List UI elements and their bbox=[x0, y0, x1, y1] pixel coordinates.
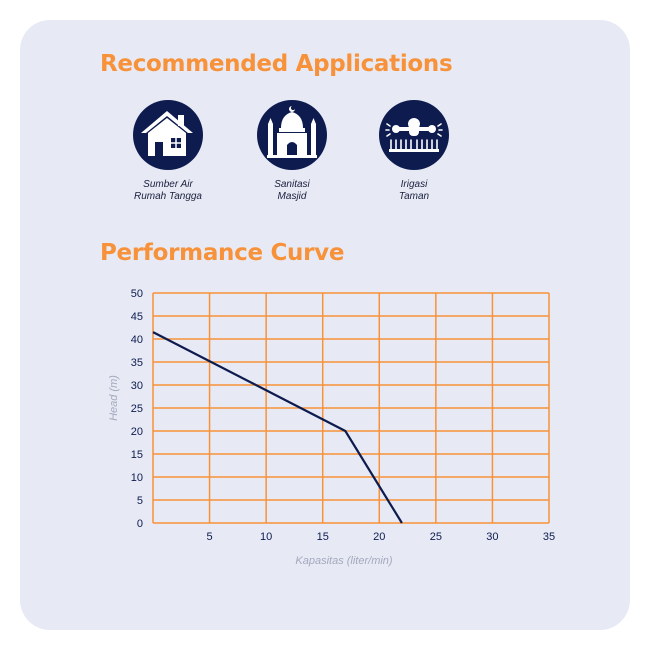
house-icon bbox=[133, 100, 203, 170]
y-axis-label: Head (m) bbox=[108, 375, 120, 421]
y-tick-label: 20 bbox=[131, 426, 143, 438]
x-tick-label: 35 bbox=[543, 531, 555, 543]
y-tick-label: 45 bbox=[131, 311, 143, 323]
application-garden: Irigasi Taman bbox=[344, 100, 484, 203]
x-tick-label: 15 bbox=[317, 531, 329, 543]
application-household: Sumber Air Rumah Tangga bbox=[98, 100, 238, 203]
application-caption-line1: Sumber Air bbox=[143, 179, 193, 190]
x-tick-label: 10 bbox=[260, 531, 272, 543]
performance-curve-title: Performance Curve bbox=[100, 240, 345, 266]
garden-sprinkler-icon bbox=[379, 100, 449, 170]
application-caption-line2: Taman bbox=[398, 191, 430, 202]
y-tick-label: 10 bbox=[131, 472, 143, 484]
x-tick-label: 25 bbox=[430, 531, 442, 543]
application-caption-line2: Masjid bbox=[277, 191, 307, 202]
application-caption-line1: Irigasi bbox=[400, 179, 428, 190]
y-tick-label: 30 bbox=[131, 380, 143, 392]
x-tick-label: 20 bbox=[373, 531, 385, 543]
y-tick-label: 25 bbox=[131, 403, 143, 415]
performance-curve-line bbox=[152, 331, 403, 524]
application-mosque: Sanitasi Masjid bbox=[222, 100, 362, 203]
x-tick-label: 30 bbox=[486, 531, 498, 543]
y-tick-label: 15 bbox=[131, 449, 143, 461]
y-tick-label: 50 bbox=[131, 288, 143, 300]
applications-title: Recommended Applications bbox=[100, 51, 453, 77]
content-card bbox=[20, 20, 630, 630]
application-caption-line1: Sanitasi bbox=[274, 179, 310, 190]
y-tick-label: 35 bbox=[131, 357, 143, 369]
y-tick-label: 5 bbox=[137, 495, 143, 507]
application-caption-line2: Rumah Tangga bbox=[133, 191, 202, 202]
x-axis-label: Kapasitas (liter/min) bbox=[295, 555, 393, 567]
y-tick-label: 40 bbox=[131, 334, 143, 346]
mosque-icon bbox=[257, 100, 327, 170]
y-tick-label: 0 bbox=[137, 518, 143, 530]
x-tick-label: 5 bbox=[207, 531, 213, 543]
